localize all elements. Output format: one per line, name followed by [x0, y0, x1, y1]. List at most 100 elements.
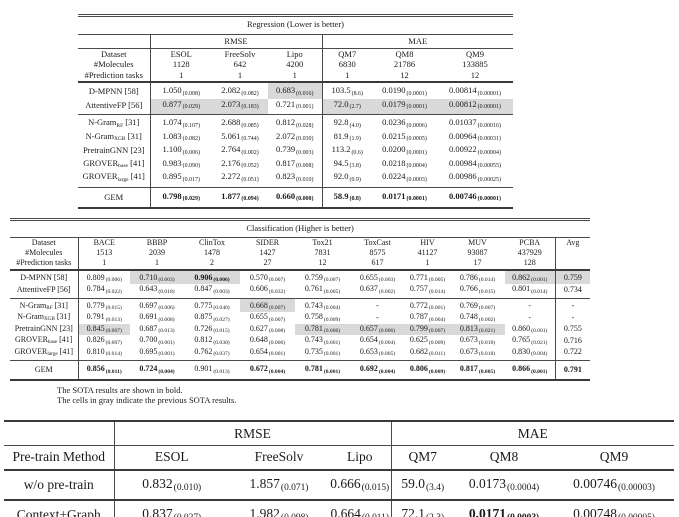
value-cell: 0.648(0.006): [249, 335, 286, 346]
value-cell: 0.643(0.018): [139, 284, 175, 295]
value-cell: 0.657(0.006): [350, 323, 405, 335]
method-label: AttentiveFP [56]: [85, 99, 143, 110]
column-header: 6830: [321, 59, 372, 70]
value-cell: 0.860(0.001): [512, 323, 548, 335]
value-cell: 0.664(0.011): [329, 498, 392, 517]
value-cell: 0.823(0.010): [276, 171, 314, 183]
column-header: 17: [450, 257, 505, 271]
value-cell: 0.0200(0.0001): [382, 144, 427, 156]
value-cell: 0.801(0.014): [512, 284, 548, 295]
column-header: 1: [321, 69, 372, 83]
table-row: GROVERbase [41] 0.826(0.007) 0.700(0.001) 0…: [10, 335, 591, 347]
method-label: PretrainGNN [23]: [14, 324, 73, 333]
value-cell: 1.083(0.082): [149, 130, 212, 144]
table-row: PretrainGNN [23] 0.845(0.007) 0.687(0.013)…: [10, 323, 591, 335]
column-header: FreeSolv: [229, 445, 329, 471]
value-cell: 0.759(0.007): [295, 269, 350, 284]
column-header: QM7: [321, 48, 372, 59]
value-cell: 0.906(0.006): [184, 269, 240, 284]
value-cell: 0.606(0.032): [249, 284, 286, 295]
value-cell: 0.832(0.010): [113, 468, 229, 500]
column-header: 437929: [517, 247, 542, 257]
metric-group-header: RMSE: [149, 34, 322, 49]
table-row: Context+Graph0.837(0.027)1.982(0.098)0.6…: [4, 498, 675, 517]
value-cell: 0.716: [554, 335, 591, 347]
first-column-header: Pre-train Method: [4, 445, 114, 471]
dataset-header-row: Dataset BACE BBBP ClinTox SIDER Tox21 ToxCast H…: [10, 237, 591, 248]
value-cell: 0.755: [554, 323, 591, 335]
metric-group-row: RMSE MAE: [4, 419, 675, 446]
value-cell: 0.791(0.013): [77, 312, 130, 324]
value-cell: 0.00748(0.00005): [554, 498, 675, 517]
value-cell: 0.895(0.017): [149, 171, 212, 187]
metric-group-header: RMSE: [113, 419, 392, 446]
value-cell: 0.765(0.021): [512, 335, 548, 346]
value-cell: 0.0215(0.0005): [382, 130, 427, 143]
value-cell: 0.817(0.008): [276, 157, 314, 170]
column-header: 642: [233, 59, 247, 69]
footnote-gray-cells: The cells in gray indicate the previous …: [57, 394, 237, 405]
value-cell: 0.787(0.004): [409, 312, 446, 323]
table-row: GROVERlarge [41] 0.895(0.017) 2.272(0.051)…: [78, 171, 513, 187]
column-header-row: Pre-train Method ESOL FreeSolv Lipo QM7 QM8 QM…: [4, 445, 675, 471]
method-label: GROVERbase [41]: [15, 335, 73, 346]
value-cell: 0.660(0.008): [268, 186, 322, 209]
header-row-label: #Molecules: [93, 59, 134, 69]
value-cell: 0.759: [554, 269, 591, 284]
value-cell: 113.2(0.6): [321, 144, 372, 158]
value-cell: 0.866(0.001): [505, 360, 555, 381]
value-cell: 81.9(1.9): [321, 130, 372, 144]
table-title-row: Regression (Lower is better): [78, 14, 513, 35]
value-cell: 0.692(0.004): [350, 360, 405, 381]
column-header: ESOL: [149, 48, 212, 59]
value-cell: 103.5(8.6): [321, 81, 372, 99]
column-header: 12: [437, 69, 513, 83]
value-cell: 0.806(0.009): [405, 360, 450, 381]
column-header: SIDER: [255, 237, 280, 247]
table-row: AttentiveFP [56] 0.877(0.029) 2.073(0.183)…: [78, 98, 513, 115]
value-cell: 0.856(0.011): [77, 360, 130, 381]
value-cell: 0.813(0.021): [450, 323, 505, 335]
value-cell: 0.721(0.001): [276, 98, 314, 111]
method-label: D-MPNN [58]: [78, 81, 150, 99]
dataset-header-row: #Molecules 1128 642 4200 6830 21786 133885: [78, 59, 513, 70]
value-cell: 94.5(3.8): [321, 157, 372, 171]
table-row: N-GramXGB [31] 1.083(0.082) 5.061(0.744) 2.…: [78, 130, 513, 144]
header-row-label: Dataset: [101, 48, 127, 59]
spacer-cell: [4, 419, 114, 446]
value-cell: 0.710(0.003): [130, 269, 184, 284]
value-cell: 5.061(0.744): [221, 130, 259, 143]
value-cell: 0.691(0.008): [139, 312, 175, 323]
value-cell: -: [528, 312, 532, 322]
value-cell: 0.655(0.003): [350, 269, 405, 284]
column-header: ESOL: [113, 445, 229, 471]
dataset-header-row: #Prediction tasks 1 1 1 1 12 12: [78, 69, 513, 83]
value-cell: 0.748(0.002): [459, 312, 496, 323]
table-row: GROVERbase [41] 0.983(0.090) 2.176(0.052) 0…: [78, 157, 513, 171]
column-header: MUV: [468, 237, 487, 247]
method-label: GROVERlarge [41]: [14, 346, 74, 357]
value-cell: 0.875(0.027): [194, 312, 230, 323]
value-cell: 0.653(0.005): [359, 346, 396, 358]
table-row: N-GramRF [31] 1.074(0.107) 2.688(0.085) 0.8…: [78, 114, 513, 131]
value-cell: 0.673(0.018): [459, 335, 496, 346]
column-header: [554, 247, 591, 258]
paper-tables-page: Regression (Lower is better) RMSE MAE Datas…: [0, 14, 679, 517]
column-header: Avg: [554, 237, 591, 248]
value-cell: 92.0(0.9): [321, 171, 372, 187]
table-row: PretrainGNN [23] 1.100(0.006) 2.764(0.002)…: [78, 144, 513, 158]
column-header: 21786: [393, 59, 416, 69]
value-cell: -: [505, 297, 555, 312]
value-cell: 0.830(0.004): [512, 346, 548, 358]
column-header: 1: [77, 257, 130, 271]
value-cell: 0.862(0.001): [505, 269, 555, 284]
value-cell: 0.570(0.007): [240, 269, 295, 284]
value-cell: 0.00814(0.00001): [437, 81, 513, 99]
value-cell: 0.826(0.007): [77, 335, 130, 347]
value-cell: 2.073(0.183): [212, 98, 268, 115]
method-label: GEM: [78, 186, 150, 209]
value-cell: 0.781(0.006): [295, 323, 350, 335]
value-cell: -: [554, 312, 591, 324]
column-header: 1: [130, 257, 184, 271]
value-cell: 0.772(0.001): [405, 297, 450, 312]
